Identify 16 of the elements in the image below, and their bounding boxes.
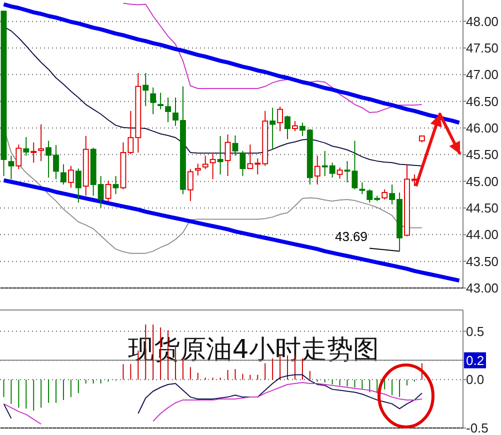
- y-tick-label: 44.00: [466, 227, 499, 242]
- y-tick-label: 43.00: [466, 280, 499, 296]
- y-tick-label: 45.00: [466, 174, 499, 189]
- y-tick-label: 0.0: [466, 372, 484, 388]
- y-tick-label: 46.00: [466, 120, 499, 136]
- y-tick-label: 48.00: [466, 14, 499, 29]
- y-tick-label: 45.50: [466, 147, 499, 162]
- y-tick-label: -0.5: [466, 420, 488, 435]
- y-tick-label: 47.00: [466, 67, 499, 82]
- y-tick-label: 0.5: [466, 324, 484, 339]
- y-tick-label: 47.50: [466, 40, 499, 56]
- ref-line-label: 0.2: [466, 352, 484, 368]
- y-tick-label: 44.50: [466, 200, 499, 216]
- y-tick-label: 46.50: [466, 94, 499, 109]
- y-tick-label: 43.50: [466, 254, 499, 269]
- annotation: 43.69: [334, 229, 368, 244]
